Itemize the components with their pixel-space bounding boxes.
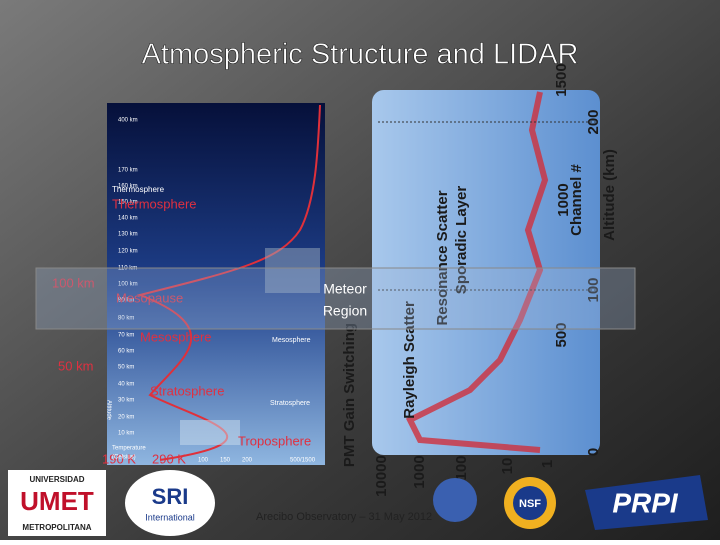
axis-tick: 10 bbox=[499, 458, 516, 475]
meteor-region bbox=[35, 267, 636, 330]
layer-label: Mesopause bbox=[116, 290, 183, 305]
footer-text: Arecibo Observatory – 31 May 2012 bbox=[256, 511, 432, 523]
altitude-label: 40 km bbox=[118, 382, 134, 388]
axis-tick: 150 bbox=[220, 458, 231, 464]
logo-text: PRPI bbox=[612, 487, 679, 518]
altitude-label: 20 km bbox=[118, 415, 134, 421]
axis-title: Altitude bbox=[105, 400, 111, 421]
axis-tick: 1000 bbox=[411, 455, 428, 488]
axis-tick: 200 bbox=[585, 109, 602, 134]
altitude-label: 160 km bbox=[118, 184, 138, 190]
meteor-image bbox=[265, 248, 320, 293]
annotation: PMT Gain Switching bbox=[341, 323, 358, 467]
axis-tick: 200 bbox=[242, 458, 253, 464]
layer-label: Mesosphere bbox=[140, 329, 212, 344]
logo-umet bbox=[8, 470, 106, 536]
logo-prpi-shape bbox=[585, 475, 708, 530]
altitude-label: 90 km bbox=[118, 298, 134, 304]
layer-label: Stratosphere bbox=[150, 383, 224, 398]
logo-sri bbox=[125, 470, 215, 536]
altitude-label: 100 km bbox=[118, 282, 138, 288]
logo-text: NSF bbox=[519, 498, 541, 510]
axis-tick: 1500 bbox=[553, 63, 570, 96]
axis-title: Temperature bbox=[112, 446, 146, 452]
region-label: Meteor bbox=[323, 281, 367, 297]
altitude-label: 80 km bbox=[118, 316, 134, 322]
plane-image bbox=[180, 420, 240, 445]
axis-tick: 100 bbox=[585, 277, 602, 302]
logo-text: UMET bbox=[20, 486, 94, 516]
axis-tick: 500/1500 bbox=[290, 458, 316, 464]
layer-label: Thermosphere bbox=[112, 196, 197, 211]
logo-nsf bbox=[513, 486, 547, 520]
layer-label: Stratosphere bbox=[270, 400, 310, 407]
lidar-plot: Altitude (km) 0 100 200 Channel # 500 10… bbox=[341, 63, 618, 497]
altitude-label: 30 km bbox=[118, 398, 134, 404]
temperature-label: 290 K bbox=[152, 451, 186, 466]
logo-text: METROPOLITANA bbox=[22, 523, 91, 532]
axis-tick: 1000 bbox=[555, 183, 572, 216]
axis-tick: 0 bbox=[585, 448, 602, 456]
altitude-label: 130 km bbox=[118, 232, 138, 238]
annotation: Rayleigh Scatter bbox=[401, 301, 418, 419]
altitude-label: 10 km bbox=[118, 431, 134, 437]
altitude-label: 150 km bbox=[118, 200, 138, 206]
altitude-label: 400 km bbox=[118, 118, 138, 124]
axis-title: Channel # bbox=[568, 164, 585, 236]
axis-tick: 10000 bbox=[373, 455, 390, 497]
layer-label: Thermosphere bbox=[112, 185, 165, 194]
altitude-label: 60 km bbox=[118, 349, 134, 355]
axis-title: (Celsius) bbox=[112, 455, 136, 461]
logo-text: International bbox=[145, 512, 195, 522]
altitude-label: 70 km bbox=[118, 333, 134, 339]
axis-tick: 100 bbox=[453, 455, 470, 480]
lidar-profile bbox=[405, 91, 549, 453]
axis-tick: 1 bbox=[539, 460, 556, 468]
temperature-label: 190 K bbox=[102, 451, 136, 466]
altitude-label: 170 km bbox=[118, 168, 138, 174]
axis-title: Altitude (km) bbox=[601, 149, 618, 241]
altitude-label: 110 km bbox=[118, 266, 137, 272]
altitude-label: 50 km bbox=[118, 365, 134, 371]
logo-text: UNIVERSIDAD bbox=[29, 475, 84, 484]
axis-tick: 100 bbox=[198, 458, 209, 464]
marker-label: 50 km bbox=[58, 358, 93, 373]
atmosphere-diagram: 400 km 170 km 160 km 150 km 140 km 130 km 120 … bbox=[52, 103, 325, 466]
layer-label: Mesosphere bbox=[272, 337, 311, 344]
layer-label: Troposphere bbox=[238, 433, 311, 448]
region-label: Region bbox=[323, 303, 367, 319]
title: Atmospheric Structure and LIDAR bbox=[142, 39, 579, 71]
altitude-label: 140 km bbox=[118, 216, 138, 222]
logo-text: SRI bbox=[152, 484, 189, 509]
footer: UNIVERSIDAD UMET METROPOLITANA SRI Inter… bbox=[8, 470, 708, 536]
annotation: Resonance Scatter bbox=[434, 190, 451, 325]
altitude-label: 120 km bbox=[118, 249, 138, 255]
marker-label: 100 km bbox=[52, 275, 95, 290]
annotation: Sporadic Layer bbox=[453, 186, 470, 295]
logo-nasa bbox=[433, 478, 477, 522]
